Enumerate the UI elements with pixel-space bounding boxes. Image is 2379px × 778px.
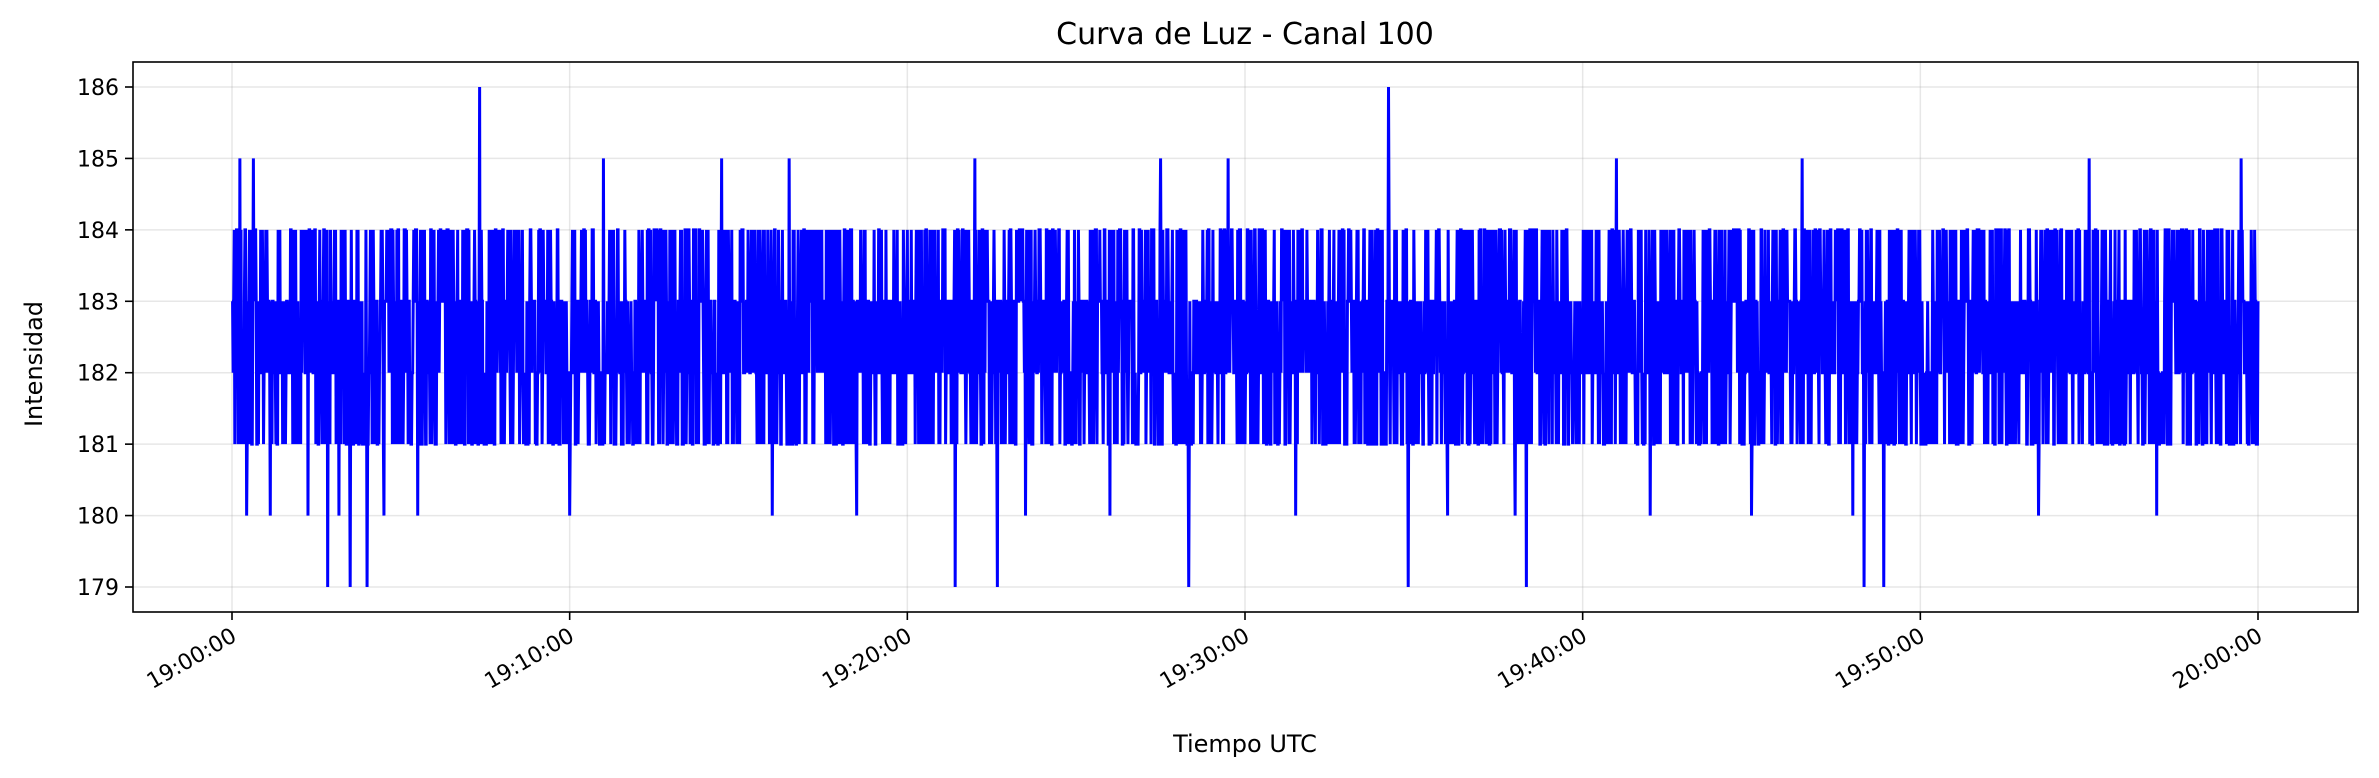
y-tick-label: 180 (77, 505, 119, 530)
y-tick-label: 182 (77, 362, 119, 387)
y-tick-label: 183 (77, 290, 119, 315)
x-tick-label: 19:50:00 (1831, 624, 1929, 695)
x-tick-label: 19:30:00 (1156, 624, 1254, 695)
y-axis-title: Intensidad (20, 301, 48, 427)
x-axis-title: Tiempo UTC (1172, 730, 1317, 758)
y-tick-label: 181 (77, 433, 119, 458)
y-axis: 179 180 181 182 183 184 185 186 (77, 76, 133, 601)
chart-title: Curva de Luz - Canal 100 (1056, 17, 1434, 52)
y-tick-label: 185 (77, 147, 119, 172)
y-tick-label: 186 (77, 76, 119, 101)
x-tick-label: 19:00:00 (143, 624, 241, 695)
x-tick-label: 19:10:00 (481, 624, 579, 695)
y-tick-label: 184 (77, 219, 119, 244)
x-tick-label: 19:20:00 (818, 624, 916, 695)
series-line (231, 86, 2260, 588)
x-tick-label: 20:00:00 (2169, 624, 2267, 695)
x-tick-label: 19:40:00 (1494, 624, 1592, 695)
plot-area (231, 86, 2260, 588)
x-axis: 19:00:00 19:10:00 19:20:00 19:30:00 19:40:00… (143, 612, 2267, 695)
y-tick-label: 179 (77, 576, 119, 601)
